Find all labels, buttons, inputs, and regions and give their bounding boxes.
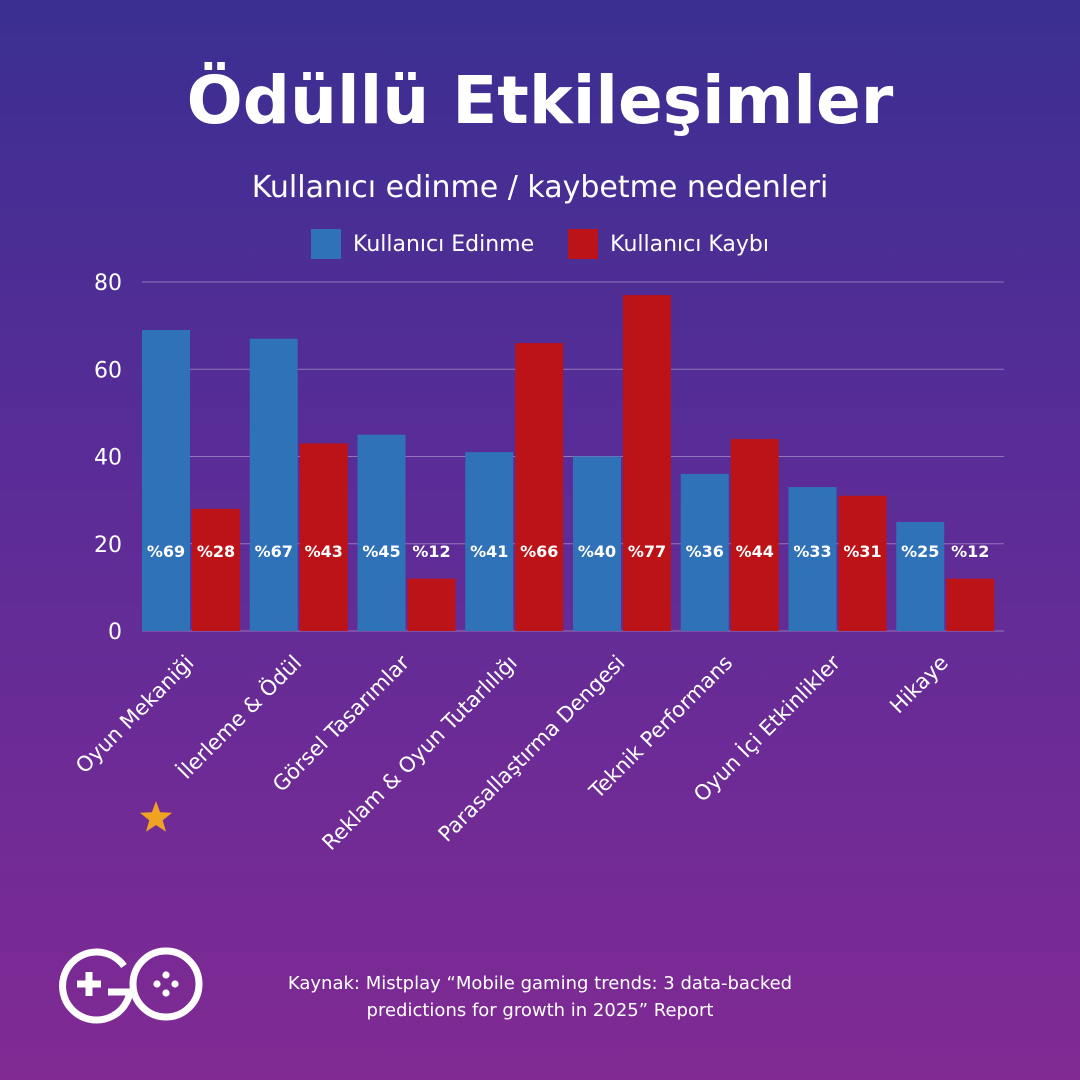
y-tick-label: 20 xyxy=(94,533,122,558)
bar xyxy=(142,329,190,631)
y-tick-label: 80 xyxy=(94,271,122,296)
legend-swatch-loss xyxy=(568,229,599,259)
data-label: %33 xyxy=(793,542,831,561)
data-label: %36 xyxy=(686,542,724,561)
data-label: %66 xyxy=(520,542,558,561)
bar xyxy=(357,434,406,631)
bar xyxy=(896,521,945,631)
page-subtitle: Kullanıcı edinme / kaybetme nedenleri xyxy=(251,170,829,205)
legend-item-loss: Kullanıcı Kaybı xyxy=(568,229,769,259)
y-tick-label: 60 xyxy=(94,358,122,383)
bar xyxy=(838,495,887,631)
legend-swatch-acquisition xyxy=(311,229,341,259)
data-label: %43 xyxy=(305,542,343,561)
data-label: %25 xyxy=(901,542,939,561)
bar xyxy=(192,508,240,631)
legend-label-loss: Kullanıcı Kaybı xyxy=(610,231,769,257)
data-label: %40 xyxy=(578,542,616,561)
source-note: Kaynak: Mistplay “Mobile gaming trends: … xyxy=(240,970,840,1024)
bar xyxy=(730,439,779,631)
data-label: %12 xyxy=(951,542,989,561)
data-label: %45 xyxy=(362,542,400,561)
x-tick-label: Parasallaştırma Dengesi xyxy=(434,651,630,847)
x-tick-label: Oyun Mekaniği xyxy=(71,651,198,778)
data-label: %41 xyxy=(470,542,508,561)
bar xyxy=(249,338,298,631)
bar xyxy=(407,578,456,631)
data-label: %69 xyxy=(147,542,185,561)
bar xyxy=(946,578,995,631)
bar xyxy=(465,452,514,631)
data-label: %12 xyxy=(412,542,450,561)
bar xyxy=(299,443,348,631)
bar xyxy=(788,487,837,631)
data-label: %28 xyxy=(197,542,235,561)
star-icon xyxy=(139,801,173,832)
x-tick-label: Hikaye xyxy=(885,651,953,719)
source-line-2: predictions for growth in 2025” Report xyxy=(366,1000,714,1021)
bar xyxy=(623,295,671,631)
page-title: Ödüllü Etkileşimler xyxy=(186,62,894,139)
data-label: %31 xyxy=(843,542,881,561)
go-gamepad-logo-icon xyxy=(59,947,203,1024)
y-tick-label: 40 xyxy=(94,446,122,471)
chart-legend: Kullanıcı Edinme Kullanıcı Kaybı xyxy=(0,229,1080,259)
bar xyxy=(680,473,729,631)
legend-item-acquisition: Kullanıcı Edinme xyxy=(311,229,534,259)
source-line-1: Kaynak: Mistplay “Mobile gaming trends: … xyxy=(287,973,793,994)
bar xyxy=(515,343,564,631)
x-tick-label: Reklam & Oyun Tutarlılığı xyxy=(317,651,521,855)
data-label: %44 xyxy=(736,542,774,561)
bar xyxy=(573,456,621,631)
y-tick-label: 0 xyxy=(108,620,122,645)
data-label: %67 xyxy=(255,542,293,561)
legend-label-acquisition: Kullanıcı Edinme xyxy=(353,231,535,257)
data-label: %77 xyxy=(628,542,666,561)
